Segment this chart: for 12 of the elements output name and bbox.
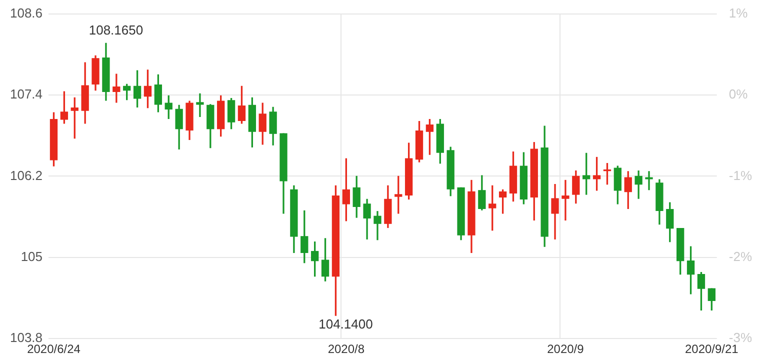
candlestick <box>196 93 204 117</box>
x-tick-label: 2020/9 <box>547 342 584 356</box>
candlestick <box>645 171 653 190</box>
x-tick-label: 2020/9/21 <box>684 342 739 356</box>
annotation: 104.1400 <box>318 316 373 332</box>
candlestick <box>562 180 570 221</box>
y-tick-label: 105 <box>20 248 43 264</box>
annotation: 108.1650 <box>88 22 144 38</box>
y-tick-label: 108.6 <box>10 5 43 20</box>
y-tick-label: 107.4 <box>10 86 43 102</box>
y-tick-label: 106.2 <box>10 168 43 183</box>
x-tick-label: 2020/8 <box>328 342 365 356</box>
